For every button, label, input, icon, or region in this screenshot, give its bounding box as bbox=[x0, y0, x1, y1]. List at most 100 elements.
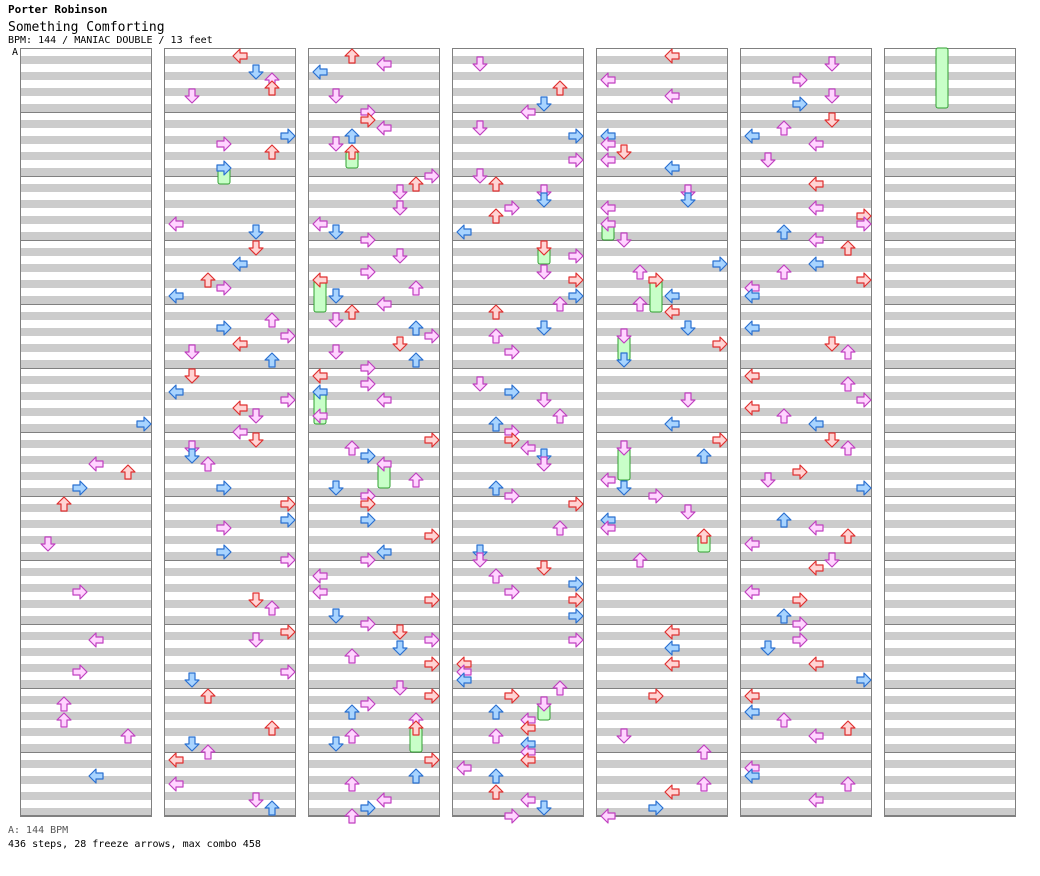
step-arrow-down bbox=[536, 320, 552, 336]
step-arrow-left bbox=[168, 776, 184, 792]
step-arrow-left bbox=[312, 384, 328, 400]
step-arrow-left bbox=[600, 152, 616, 168]
step-arrow-up bbox=[264, 800, 280, 816]
step-arrow-right bbox=[424, 752, 440, 768]
step-arrow-left bbox=[808, 656, 824, 672]
step-arrow-right bbox=[712, 336, 728, 352]
step-arrow-left bbox=[88, 632, 104, 648]
step-arrow-right bbox=[280, 392, 296, 408]
step-arrow-left bbox=[600, 216, 616, 232]
step-arrow-right bbox=[792, 632, 808, 648]
step-arrow-down bbox=[472, 120, 488, 136]
step-arrow-down bbox=[328, 88, 344, 104]
step-arrow-left bbox=[600, 200, 616, 216]
step-arrow-down bbox=[392, 184, 408, 200]
step-arrow-up bbox=[408, 720, 424, 736]
step-arrow-up bbox=[552, 80, 568, 96]
step-arrow-left bbox=[664, 48, 680, 64]
step-arrow-right bbox=[424, 688, 440, 704]
step-arrow-down bbox=[472, 56, 488, 72]
step-arrow-up bbox=[488, 728, 504, 744]
step-arrow-down bbox=[536, 96, 552, 112]
step-arrow-down bbox=[248, 632, 264, 648]
step-arrow-up bbox=[696, 528, 712, 544]
step-arrow-left bbox=[744, 584, 760, 600]
step-arrow-left bbox=[520, 752, 536, 768]
step-arrow-up bbox=[696, 776, 712, 792]
step-arrow-up bbox=[344, 48, 360, 64]
step-arrow-left bbox=[312, 64, 328, 80]
step-arrow-right bbox=[648, 800, 664, 816]
step-arrow-up bbox=[344, 728, 360, 744]
step-arrow-down bbox=[248, 432, 264, 448]
step-arrow-left bbox=[376, 456, 392, 472]
step-arrow-down bbox=[536, 560, 552, 576]
step-arrow-right bbox=[216, 160, 232, 176]
step-arrow-right bbox=[360, 232, 376, 248]
step-arrow-down bbox=[184, 368, 200, 384]
step-arrow-down bbox=[680, 392, 696, 408]
step-arrow-down bbox=[392, 624, 408, 640]
step-arrow-down bbox=[536, 192, 552, 208]
step-arrow-down bbox=[536, 800, 552, 816]
step-arrow-right bbox=[424, 632, 440, 648]
step-arrow-left bbox=[232, 400, 248, 416]
step-arrow-down bbox=[536, 240, 552, 256]
step-arrow-up bbox=[488, 176, 504, 192]
step-arrow-up bbox=[408, 176, 424, 192]
step-arrow-left bbox=[744, 688, 760, 704]
step-arrow-left bbox=[232, 336, 248, 352]
step-arrow-left bbox=[808, 560, 824, 576]
step-arrow-right bbox=[424, 656, 440, 672]
step-arrow-right bbox=[504, 384, 520, 400]
step-arrow-up bbox=[488, 208, 504, 224]
step-arrow-left bbox=[88, 768, 104, 784]
step-arrow-down bbox=[40, 536, 56, 552]
step-arrow-left bbox=[88, 456, 104, 472]
step-arrow-left bbox=[808, 232, 824, 248]
step-arrow-up bbox=[552, 408, 568, 424]
step-arrow-right bbox=[856, 272, 872, 288]
step-arrow-up bbox=[408, 768, 424, 784]
step-arrow-up bbox=[408, 280, 424, 296]
step-arrow-right bbox=[504, 432, 520, 448]
step-arrow-right bbox=[280, 624, 296, 640]
step-arrow-right bbox=[72, 664, 88, 680]
step-arrow-down bbox=[184, 448, 200, 464]
step-arrow-down bbox=[328, 344, 344, 360]
step-arrow-down bbox=[680, 504, 696, 520]
step-arrow-up bbox=[264, 600, 280, 616]
step-arrow-up bbox=[488, 768, 504, 784]
step-arrow-down bbox=[824, 88, 840, 104]
step-arrow-left bbox=[744, 320, 760, 336]
step-arrow-up bbox=[488, 784, 504, 800]
step-arrow-up bbox=[552, 520, 568, 536]
step-arrow-up bbox=[488, 704, 504, 720]
chart-info: BPM: 144 / MANIAC DOUBLE / 13 feet bbox=[8, 35, 213, 46]
step-arrow-up bbox=[488, 416, 504, 432]
step-arrow-right bbox=[424, 592, 440, 608]
step-arrow-left bbox=[808, 176, 824, 192]
step-arrow-up bbox=[56, 696, 72, 712]
step-arrow-up bbox=[408, 472, 424, 488]
step-arrow-left bbox=[600, 520, 616, 536]
step-arrow-up bbox=[632, 552, 648, 568]
step-arrow-down bbox=[680, 192, 696, 208]
step-arrow-down bbox=[328, 480, 344, 496]
step-arrow-left bbox=[312, 272, 328, 288]
step-arrow-right bbox=[568, 248, 584, 264]
step-arrow-up bbox=[408, 352, 424, 368]
step-arrow-right bbox=[792, 464, 808, 480]
step-arrow-right bbox=[504, 808, 520, 824]
step-arrow-down bbox=[616, 480, 632, 496]
step-arrow-up bbox=[776, 408, 792, 424]
step-arrow-left bbox=[376, 544, 392, 560]
step-arrow-down bbox=[760, 640, 776, 656]
step-arrow-down bbox=[248, 224, 264, 240]
step-arrow-right bbox=[856, 392, 872, 408]
step-arrow-down bbox=[328, 136, 344, 152]
step-arrow-up bbox=[840, 344, 856, 360]
step-arrow-left bbox=[232, 424, 248, 440]
step-arrow-right bbox=[856, 480, 872, 496]
step-arrow-down bbox=[472, 552, 488, 568]
